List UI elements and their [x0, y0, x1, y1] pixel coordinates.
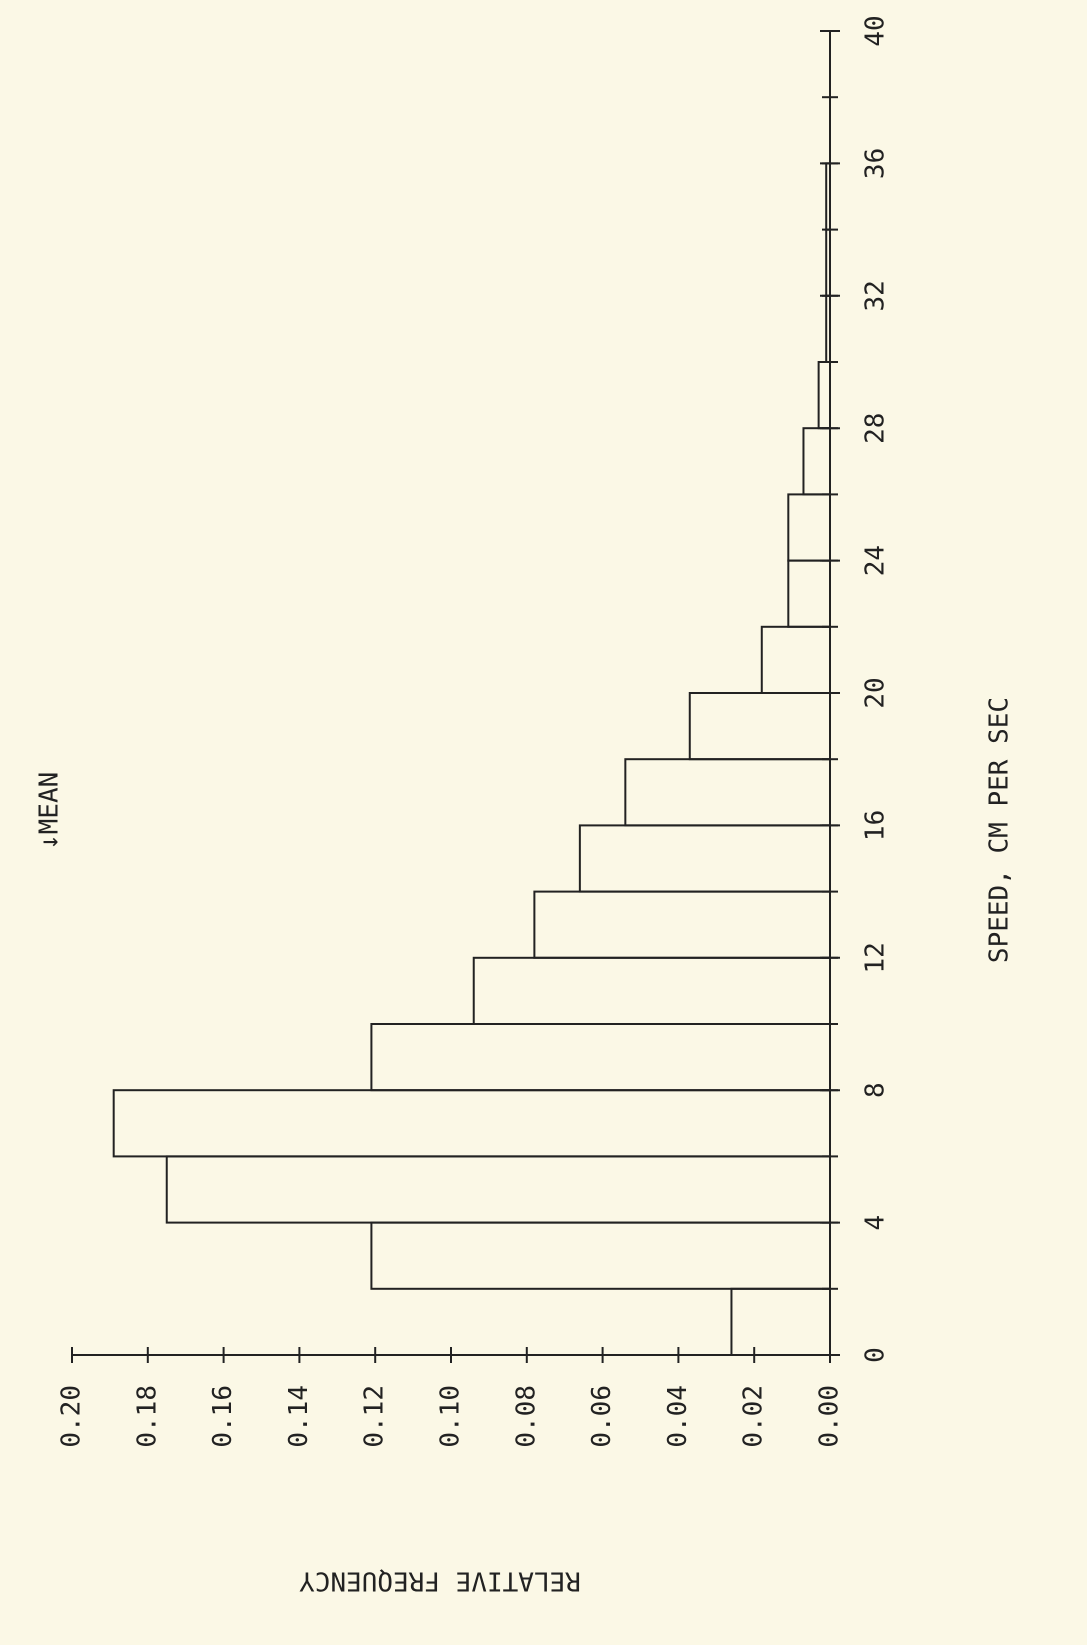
bar [165, 1155, 831, 1224]
x-tick-label: 16 [861, 810, 891, 841]
bar [112, 1089, 831, 1158]
bar [688, 692, 832, 761]
bar [472, 956, 831, 1025]
x-tick-label: 8 [861, 1082, 891, 1098]
x-tick-label: 24 [861, 545, 891, 576]
bar [533, 890, 831, 959]
x-tick-label: 40 [861, 15, 891, 46]
bar [578, 824, 831, 893]
y-tick-label: 0.14 [284, 1385, 314, 1448]
y-tick-label: 0.18 [132, 1385, 162, 1448]
bar [370, 1221, 831, 1290]
bar [760, 625, 832, 694]
bar [624, 758, 832, 827]
bar [825, 294, 832, 363]
annotation: ↓MEAN [35, 772, 65, 850]
x-tick-label: 36 [861, 148, 891, 179]
rotated-plot: SPEED, CM PER SEC RELATIVE FREQUENCY ↓ME… [35, 15, 1015, 1595]
y-tick-label: 0.10 [436, 1385, 466, 1448]
y-tick-label: 0.02 [739, 1385, 769, 1448]
x-tick-label: 0 [861, 1347, 891, 1363]
bar [787, 559, 831, 628]
y-tick-label: 0.04 [663, 1385, 693, 1448]
y-tick-label: 0.16 [208, 1385, 238, 1448]
bar [825, 162, 832, 231]
bar [787, 493, 831, 562]
x-tick-label: 32 [861, 280, 891, 311]
y-tick-label: 0.12 [360, 1385, 390, 1448]
y-tick-label: 0.00 [815, 1385, 845, 1448]
bar [802, 427, 831, 496]
x-tick-label: 28 [861, 413, 891, 444]
y-tick-label: 0.20 [57, 1385, 87, 1448]
x-tick-label: 12 [861, 942, 891, 973]
bar [825, 228, 832, 297]
y-axis-title: RELATIVE FREQUENCY [299, 1566, 581, 1596]
y-tick-label: 0.06 [587, 1385, 617, 1448]
bar [817, 360, 832, 430]
x-axis-title: SPEED, CM PER SEC [985, 697, 1015, 963]
bar [730, 1287, 832, 1356]
x-tick-label: 4 [861, 1215, 891, 1231]
x-tick-label: 20 [861, 677, 891, 708]
y-tick-label: 0.08 [511, 1385, 541, 1448]
bar [370, 1023, 831, 1092]
